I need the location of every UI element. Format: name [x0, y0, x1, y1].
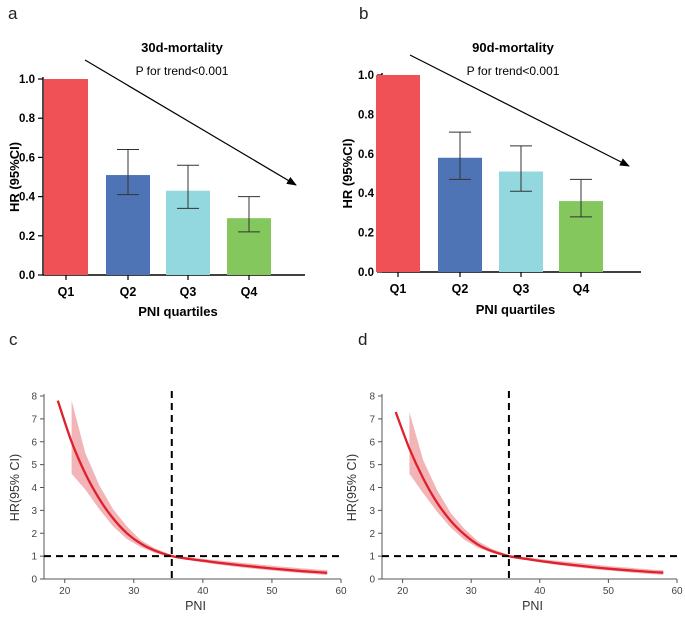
x-tick-label: 20 — [59, 586, 71, 597]
panel-label-a: a — [8, 4, 18, 23]
x-tick-label: 30 — [128, 586, 140, 597]
y-tick-label: 1 — [369, 552, 375, 563]
trend-arrow — [84, 59, 297, 186]
y-tick-label: 7 — [31, 414, 37, 425]
x-tick-label-q1: Q1 — [58, 285, 75, 299]
hr-curve — [56, 400, 328, 574]
x-tick-label-q4: Q4 — [241, 285, 258, 299]
y-tick-label: 5 — [369, 460, 375, 471]
y-tick-label: 4 — [369, 483, 375, 494]
y-axis-label: HR (95%CI) — [7, 142, 22, 212]
y-tick-label: 0.6 — [19, 152, 35, 164]
y-tick-label: 7 — [369, 414, 375, 425]
y-tick-label: 0.8 — [358, 109, 375, 121]
y-tick-label: 0 — [31, 575, 37, 586]
bar-chart-b: b 0.0 0.2 0.4 0.6 0.8 1.0 Q1 Q2 Q3 Q4 90d-mortality… — [340, 4, 641, 317]
x-tick-label-q3: Q3 — [180, 285, 197, 299]
y-tick-label: 1.0 — [19, 74, 35, 86]
x-tick-label: 30 — [466, 586, 478, 597]
confidence-band — [409, 412, 664, 575]
x-axis-label: PNI quartiles — [138, 304, 217, 319]
y-tick-label: 0.0 — [19, 270, 35, 282]
y-tick-label: 6 — [31, 437, 37, 448]
y-tick-label: 0 — [369, 575, 375, 586]
trend-arrow — [409, 54, 630, 167]
y-tick-label: 1 — [31, 552, 37, 563]
y-axis-label: HR (95%CI) — [340, 138, 355, 208]
panel-label-d: d — [358, 330, 367, 349]
y-tick-label: 4 — [31, 483, 37, 494]
trend-annotation: P for trend<0.001 — [467, 64, 560, 78]
x-axis-label: PNI — [185, 599, 206, 613]
x-axis-label: PNI — [522, 599, 543, 613]
y-tick-label: 2 — [31, 529, 37, 540]
bar-q1 — [376, 75, 420, 272]
y-tick-label: 0.2 — [358, 228, 374, 240]
y-tick-label: 0.8 — [19, 113, 36, 125]
y-tick-label: 0.4 — [358, 188, 375, 200]
x-tick-label: 40 — [534, 586, 546, 597]
spline-chart-c: c 0 1 2 3 4 5 6 7 8 20 30 40 50 60 HR(95% CI) PNI — [8, 330, 347, 613]
confidence-band — [71, 400, 328, 576]
x-tick-label: 50 — [266, 586, 278, 597]
y-tick-label: 3 — [31, 506, 37, 517]
x-tick-label-q4: Q4 — [573, 282, 590, 296]
x-tick-label: 20 — [397, 586, 409, 597]
y-tick-label: 5 — [31, 460, 37, 471]
chart-title: 30d-mortality — [141, 40, 223, 55]
y-tick-label: 8 — [31, 392, 37, 403]
y-tick-label: 0.4 — [19, 192, 36, 204]
y-tick-label: 0.6 — [358, 149, 374, 161]
y-axis-label: HR(95% CI) — [8, 454, 22, 521]
panel-label-c: c — [9, 330, 18, 349]
y-tick-label: 3 — [369, 506, 375, 517]
y-tick-label: 2 — [369, 529, 375, 540]
y-tick-label: 1.0 — [358, 70, 374, 82]
x-tick-label: 40 — [197, 586, 209, 597]
trend-annotation: P for trend<0.001 — [136, 64, 229, 78]
x-tick-label-q3: Q3 — [513, 282, 530, 296]
y-tick-label: 0.0 — [358, 267, 374, 279]
y-axis-label: HR(95% CI) — [345, 454, 359, 521]
x-tick-label-q2: Q2 — [120, 285, 137, 299]
bar-q1 — [44, 79, 88, 275]
x-tick-label: 50 — [603, 586, 615, 597]
bar-chart-a: a 0.0 0.2 0.4 0.6 0.8 1.0 Q1 Q2 Q3 Q4 30d-mortality… — [7, 4, 305, 319]
chart-title: 90d-mortality — [472, 40, 554, 55]
x-tick-label: 60 — [335, 586, 347, 597]
panel-label-b: b — [359, 4, 368, 23]
y-tick-label: 6 — [369, 437, 375, 448]
y-tick-label: 0.2 — [19, 231, 35, 243]
x-axis-label: PNI quartiles — [476, 302, 555, 317]
x-tick-label-q1: Q1 — [390, 282, 407, 296]
x-tick-label: 60 — [671, 586, 683, 597]
spline-chart-d: d 0 1 2 3 4 5 6 7 8 20 30 40 50 60 HR(95% CI) PNI — [345, 330, 683, 613]
y-tick-label: 8 — [369, 392, 375, 403]
x-tick-label-q2: Q2 — [452, 282, 469, 296]
